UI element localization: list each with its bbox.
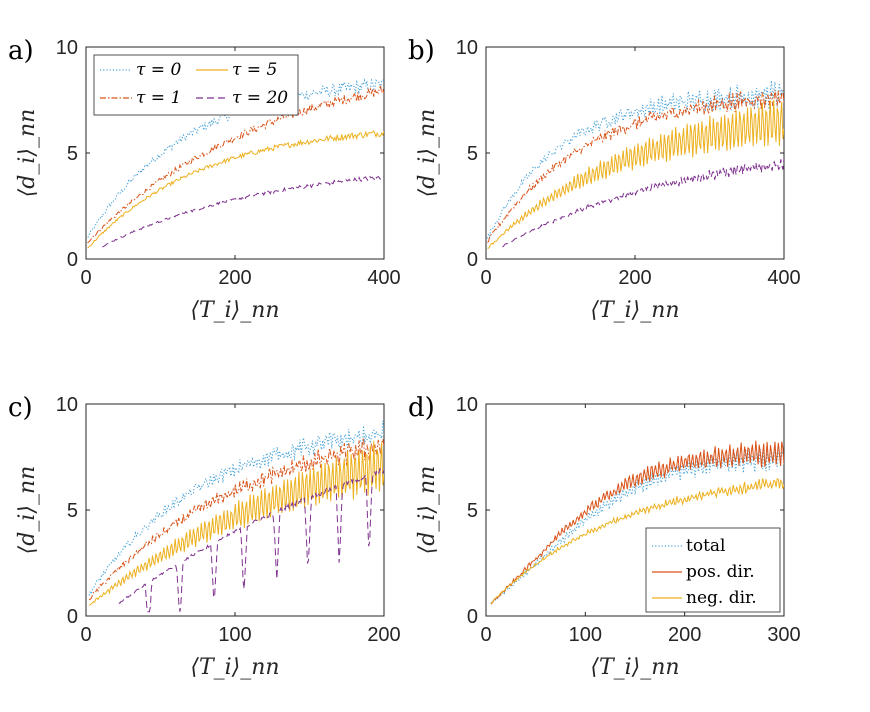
panel-label: a): [8, 36, 34, 66]
x-tick-label: 100: [569, 624, 602, 646]
y-tick-label: 5: [467, 500, 478, 522]
y-tick-label: 5: [467, 143, 478, 165]
y-axis-label: ⟨d_i⟩_nn: [15, 466, 40, 555]
legend: τ = 0 τ = 1 τ = 5 τ = 20: [93, 54, 299, 116]
x-tick-label: 200: [218, 267, 251, 289]
y-tick-label: 10: [456, 37, 478, 59]
x-axis-label: ⟨T_i⟩_nn: [190, 655, 279, 680]
series-line--20: [502, 158, 784, 248]
x-axis-label: ⟨T_i⟩_nn: [590, 298, 679, 323]
panel-4: 0 100 200 300 0 5 10 d) ⟨d_i⟩_nn ⟨T_i⟩_nn total pos…: [408, 393, 801, 680]
y-axis-label: ⟨d_i⟩_nn: [415, 466, 440, 555]
series-line--0: [88, 420, 384, 596]
series-line--20: [118, 467, 384, 613]
x-tick-label: 0: [80, 624, 91, 646]
y-tick-label: 10: [56, 37, 78, 59]
panel-3: 0 100 200 0 5 10 c) ⟨d_i⟩_nn ⟨T_i⟩_nn: [8, 393, 401, 680]
legend-entry: τ = 5: [232, 60, 277, 80]
y-tick-label: 0: [67, 606, 78, 628]
panel-2: 0 200 400 0 5 10 b) ⟨d_i⟩_nn ⟨T_i⟩_nn: [408, 36, 801, 323]
y-tick-label: 5: [67, 500, 78, 522]
series-line--0: [486, 80, 784, 239]
x-axis-label: ⟨T_i⟩_nn: [590, 655, 679, 680]
legend-entry: total: [686, 536, 725, 556]
series-line--1: [487, 89, 784, 243]
panel-label: d): [408, 393, 435, 423]
series-line--20: [102, 174, 384, 248]
series-line--5: [487, 100, 784, 249]
series-line--1: [87, 85, 384, 244]
y-tick-label: 10: [456, 394, 478, 416]
legend-entry: τ = 20: [232, 88, 288, 108]
x-tick-label: 400: [767, 267, 800, 289]
y-tick-label: 5: [67, 143, 78, 165]
legend-entry: neg. dir.: [686, 588, 757, 608]
series-line-neg-dir-: [490, 477, 784, 604]
x-tick-label: 100: [218, 624, 251, 646]
panel-label: c): [8, 393, 33, 423]
y-axis-label: ⟨d_i⟩_nn: [15, 109, 40, 198]
series-line--5: [87, 130, 384, 249]
series-line-pos-dir-: [490, 440, 784, 605]
x-tick-label: 300: [767, 624, 800, 646]
x-axis-label: ⟨T_i⟩_nn: [190, 298, 279, 323]
y-tick-label: 0: [467, 249, 478, 271]
y-tick-label: 0: [67, 249, 78, 271]
legend-entry: τ = 0: [136, 60, 181, 80]
legend: total pos. dir. neg. dir.: [645, 527, 781, 613]
series-line--0: [87, 78, 384, 238]
panel-label: b): [408, 36, 435, 66]
series-line--5: [88, 440, 384, 606]
series-line-total: [490, 444, 784, 604]
x-tick-label: 200: [367, 624, 400, 646]
y-tick-label: 10: [56, 394, 78, 416]
series-line--1: [88, 437, 384, 601]
x-tick-label: 0: [480, 267, 491, 289]
x-tick-label: 200: [668, 624, 701, 646]
legend-entry: pos. dir.: [686, 562, 755, 582]
legend-entry: τ = 1: [136, 88, 181, 108]
y-axis-label: ⟨d_i⟩_nn: [415, 109, 440, 198]
x-tick-label: 0: [480, 624, 491, 646]
y-tick-label: 0: [467, 606, 478, 628]
x-tick-label: 0: [80, 267, 91, 289]
x-tick-label: 200: [618, 267, 651, 289]
x-tick-label: 400: [367, 267, 400, 289]
